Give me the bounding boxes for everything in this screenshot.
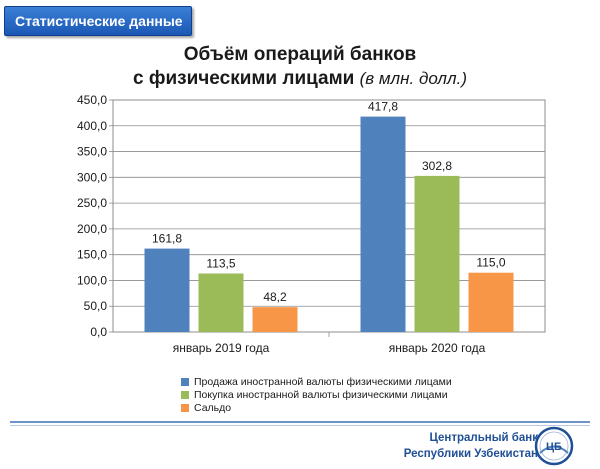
data-label: 417,8 bbox=[368, 100, 398, 114]
y-tick-label: 150,0 bbox=[77, 248, 107, 262]
bar bbox=[414, 175, 460, 332]
legend-label: Сальдо bbox=[194, 401, 232, 414]
x-category-label: январь 2019 года bbox=[173, 341, 270, 355]
legend-item: Продажа иностранной валюты физическими л… bbox=[181, 375, 471, 388]
bar bbox=[144, 248, 190, 332]
data-label: 115,0 bbox=[476, 256, 505, 270]
y-tick-label: 300,0 bbox=[77, 170, 107, 184]
footer-divider-light bbox=[10, 425, 590, 426]
section-header-tab: Статистические данные bbox=[4, 6, 192, 36]
footer-line2: Республики Узбекистан bbox=[403, 448, 538, 460]
x-category-label: январь 2020 года bbox=[389, 341, 486, 355]
data-label: 302,8 bbox=[422, 159, 452, 173]
bar bbox=[198, 273, 244, 332]
section-header-label: Статистические данные bbox=[15, 13, 183, 29]
legend-swatch bbox=[181, 390, 189, 399]
data-label: 48,2 bbox=[263, 290, 287, 304]
bar bbox=[360, 116, 406, 332]
y-tick-label: 100,0 bbox=[77, 273, 107, 287]
chart-title-line1: Объём операций банков bbox=[183, 44, 417, 65]
legend-item: Покупка иностранной валюты физическими л… bbox=[181, 388, 471, 401]
chart-title-unit: (в млн. долл.) bbox=[359, 69, 467, 88]
chart-legend: Продажа иностранной валюты физическими л… bbox=[181, 375, 471, 414]
bar bbox=[252, 307, 298, 332]
y-tick-label: 250,0 bbox=[77, 196, 107, 210]
chart-title-main: с физическими лицами bbox=[133, 68, 355, 89]
y-tick-label: 200,0 bbox=[77, 222, 107, 236]
footer-line1: Центральный банк bbox=[429, 432, 538, 444]
legend-swatch bbox=[181, 403, 189, 412]
legend-label: Покупка иностранной валюты физическими л… bbox=[194, 388, 448, 401]
svg-text:ЦБ: ЦБ bbox=[546, 441, 562, 453]
data-label: 113,5 bbox=[206, 256, 235, 270]
legend-swatch bbox=[181, 377, 189, 386]
y-tick-label: 350,0 bbox=[77, 145, 107, 159]
data-label: 161,8 bbox=[152, 232, 182, 246]
footer-bank-name: Центральный банк Республики Узбекистан bbox=[404, 430, 538, 462]
chart-title-line2: с физическими лицами (в млн. долл.) bbox=[0, 68, 600, 90]
y-tick-label: 0,0 bbox=[90, 325, 107, 339]
central-bank-logo-icon: ЦБ bbox=[534, 426, 574, 466]
legend-label: Продажа иностранной валюты физическими л… bbox=[194, 375, 452, 388]
y-tick-label: 50,0 bbox=[84, 299, 108, 313]
y-tick-label: 400,0 bbox=[77, 119, 107, 133]
y-tick-label: 450,0 bbox=[77, 93, 107, 107]
footer-divider bbox=[10, 421, 590, 423]
bar bbox=[468, 272, 514, 332]
legend-item: Сальдо bbox=[181, 401, 471, 414]
